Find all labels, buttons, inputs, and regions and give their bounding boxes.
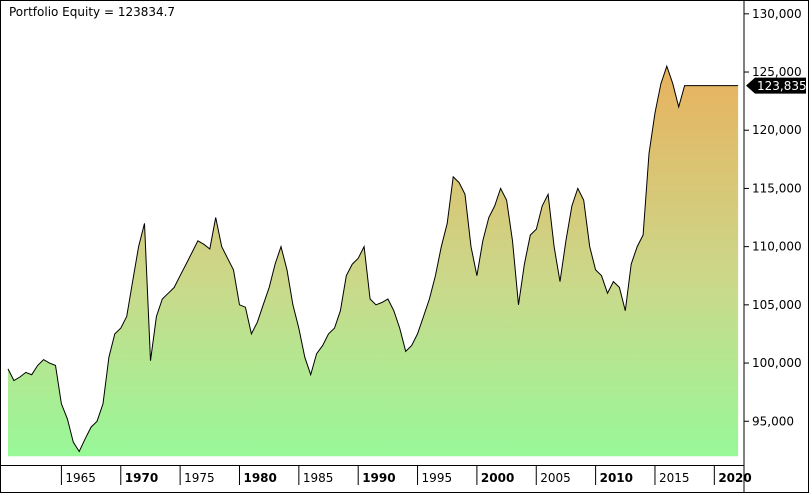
x-axis: 1965 1970 1975 1980 1985 1990 1995 2000 2005 2010… <box>60 466 752 485</box>
equity-area <box>8 66 739 457</box>
y-tick-label: 115,000 <box>752 181 802 195</box>
y-tick-label: 105,000 <box>752 298 802 312</box>
y-tick-label: 130,000 <box>752 7 802 21</box>
y-tick-label: 125,000 <box>752 65 802 79</box>
x-tick-label: 2005 <box>540 471 571 485</box>
x-tick-label: 2020 <box>718 471 751 485</box>
title-value: 123834.7 <box>117 5 176 19</box>
last-value-marker <box>746 77 806 94</box>
x-tick-label: 1995 <box>422 471 453 485</box>
y-tick-label: 95,000 <box>752 414 794 428</box>
x-tick-label: 1970 <box>125 471 158 485</box>
x-tick-label: 2000 <box>481 471 514 485</box>
last-value-label: 123,835 <box>757 79 807 93</box>
x-tick-label: 1980 <box>243 471 276 485</box>
x-tick-label: 1965 <box>65 471 96 485</box>
last-value-badge: 123,835 <box>746 77 807 94</box>
x-tick-label: 1990 <box>362 471 395 485</box>
equity-line <box>7 64 739 453</box>
title-label: Portfolio Equity <box>9 5 101 19</box>
chart-title: Portfolio Equity = 123834.7 <box>9 5 176 19</box>
x-tick-label: 2010 <box>600 471 633 485</box>
x-tick-label: 1975 <box>184 471 215 485</box>
y-tick-label: 110,000 <box>752 240 802 254</box>
y-tick-label: 100,000 <box>752 356 802 370</box>
x-tick-label: 2015 <box>659 471 690 485</box>
y-axis: 95,000 100,000 105,000 110,000 115,000 120,00… <box>744 7 802 428</box>
y-tick-label: 120,000 <box>752 123 802 137</box>
x-tick-label: 1985 <box>303 471 334 485</box>
